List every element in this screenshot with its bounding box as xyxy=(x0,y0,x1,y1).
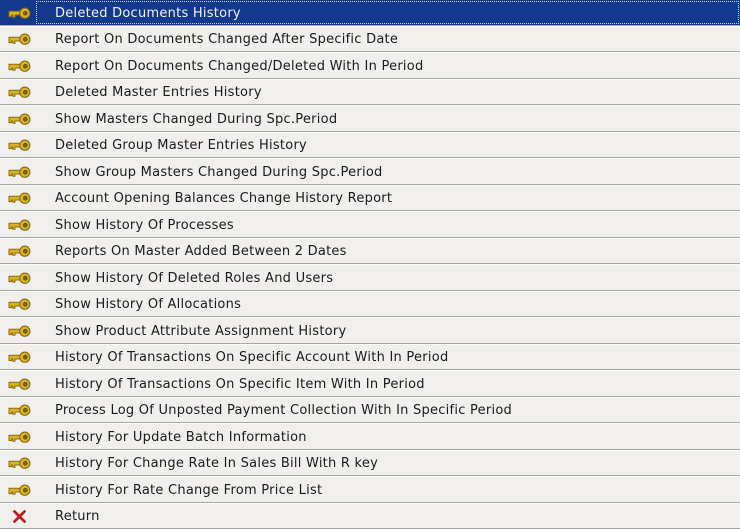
menu-item-label: Return xyxy=(55,509,100,525)
key-icon xyxy=(8,431,30,443)
menu-item-label: Show History Of Processes xyxy=(55,217,234,233)
key-icon xyxy=(8,60,30,72)
close-icon xyxy=(12,510,26,524)
menu-item[interactable]: Reports On Master Added Between 2 Dates xyxy=(0,238,740,265)
menu-item[interactable]: Show Group Masters Changed During Spc.Pe… xyxy=(0,159,740,186)
icon-cell xyxy=(0,351,38,364)
key-icon xyxy=(8,404,30,417)
menu-item[interactable]: Show History Of Processes xyxy=(0,212,740,239)
menu-item-label: Show Group Masters Changed During Spc.Pe… xyxy=(55,164,383,180)
icon-cell xyxy=(0,484,38,497)
menu-item[interactable]: Show History Of Allocations xyxy=(0,291,740,318)
key-icon xyxy=(8,113,30,125)
icon-cell xyxy=(0,7,38,20)
icon-cell xyxy=(0,113,38,126)
menu-item-label: History Of Transactions On Specific Item… xyxy=(55,376,425,392)
menu-item[interactable]: Report On Documents Changed/Deleted With… xyxy=(0,53,740,80)
menu-item[interactable]: Show History Of Deleted Roles And Users xyxy=(0,265,740,292)
menu-item-label: Show History Of Deleted Roles And Users xyxy=(55,270,334,286)
menu-item-label: Deleted Master Entries History xyxy=(55,85,262,101)
menu-item[interactable]: Process Log Of Unposted Payment Collecti… xyxy=(0,397,740,424)
icon-cell xyxy=(0,219,38,232)
icon-cell xyxy=(0,166,38,179)
menu-item-label: Show Product Attribute Assignment Histor… xyxy=(55,323,347,339)
menu-item[interactable]: Show Masters Changed During Spc.Period xyxy=(0,106,740,133)
menu-item-label: History For Rate Change From Price List xyxy=(55,482,323,498)
menu-item[interactable]: Report On Documents Changed After Specif… xyxy=(0,26,740,53)
icon-cell xyxy=(0,298,38,311)
menu-item-label: Account Opening Balances Change History … xyxy=(55,191,393,207)
menu-item-label: Show Masters Changed During Spc.Period xyxy=(55,111,338,127)
menu-item-label: Deleted Documents History xyxy=(55,5,241,21)
key-icon xyxy=(8,325,30,337)
key-icon xyxy=(8,192,30,205)
menu-item[interactable]: Show Product Attribute Assignment Histor… xyxy=(0,318,740,345)
menu-item[interactable]: Return xyxy=(0,503,740,530)
menu-item[interactable]: History For Rate Change From Price List xyxy=(0,477,740,504)
icon-cell xyxy=(0,431,38,444)
menu-item-label: Process Log Of Unposted Payment Collecti… xyxy=(55,403,513,419)
icon-cell xyxy=(0,192,38,205)
key-icon xyxy=(8,245,30,258)
icon-cell xyxy=(0,272,38,285)
icon-cell xyxy=(0,404,38,417)
menu-item-label: History For Change Rate In Sales Bill Wi… xyxy=(55,456,379,472)
key-icon xyxy=(8,378,30,390)
menu-item[interactable]: History Of Transactions On Specific Item… xyxy=(0,371,740,398)
menu-item[interactable]: Deleted Documents History xyxy=(0,0,740,27)
key-icon xyxy=(8,298,30,311)
menu-item[interactable]: Deleted Group Master Entries History xyxy=(0,132,740,159)
menu-item-label: History For Update Batch Information xyxy=(55,429,307,445)
icon-cell xyxy=(0,325,38,338)
key-icon xyxy=(8,219,30,231)
key-icon xyxy=(8,139,30,152)
icon-cell xyxy=(0,60,38,73)
menu-item-label: History Of Transactions On Specific Acco… xyxy=(55,350,449,366)
key-icon xyxy=(8,166,30,178)
icon-cell xyxy=(0,457,38,470)
key-icon xyxy=(8,457,30,470)
key-icon xyxy=(8,484,30,496)
key-icon xyxy=(8,86,30,99)
icon-cell xyxy=(0,33,38,46)
menu-item-label: Deleted Group Master Entries History xyxy=(55,138,307,154)
key-icon xyxy=(8,351,30,364)
key-icon xyxy=(8,33,30,46)
menu-item[interactable]: Deleted Master Entries History xyxy=(0,79,740,106)
menu-item[interactable]: History Of Transactions On Specific Acco… xyxy=(0,344,740,371)
key-icon xyxy=(8,7,30,19)
icon-cell xyxy=(0,86,38,99)
icon-cell xyxy=(0,378,38,391)
menu-item[interactable]: History For Update Batch Information xyxy=(0,424,740,451)
menu-item[interactable]: History For Change Rate In Sales Bill Wi… xyxy=(0,450,740,477)
icon-cell xyxy=(0,139,38,152)
menu-item-label: Show History Of Allocations xyxy=(55,297,242,313)
icon-cell xyxy=(0,245,38,258)
icon-cell xyxy=(0,510,38,524)
menu-item-label: Report On Documents Changed After Specif… xyxy=(55,32,399,48)
key-icon xyxy=(8,272,30,284)
menu-item-label: Report On Documents Changed/Deleted With… xyxy=(55,58,424,74)
menu-item-label: Reports On Master Added Between 2 Dates xyxy=(55,244,347,260)
menu-item[interactable]: Account Opening Balances Change History … xyxy=(0,185,740,212)
